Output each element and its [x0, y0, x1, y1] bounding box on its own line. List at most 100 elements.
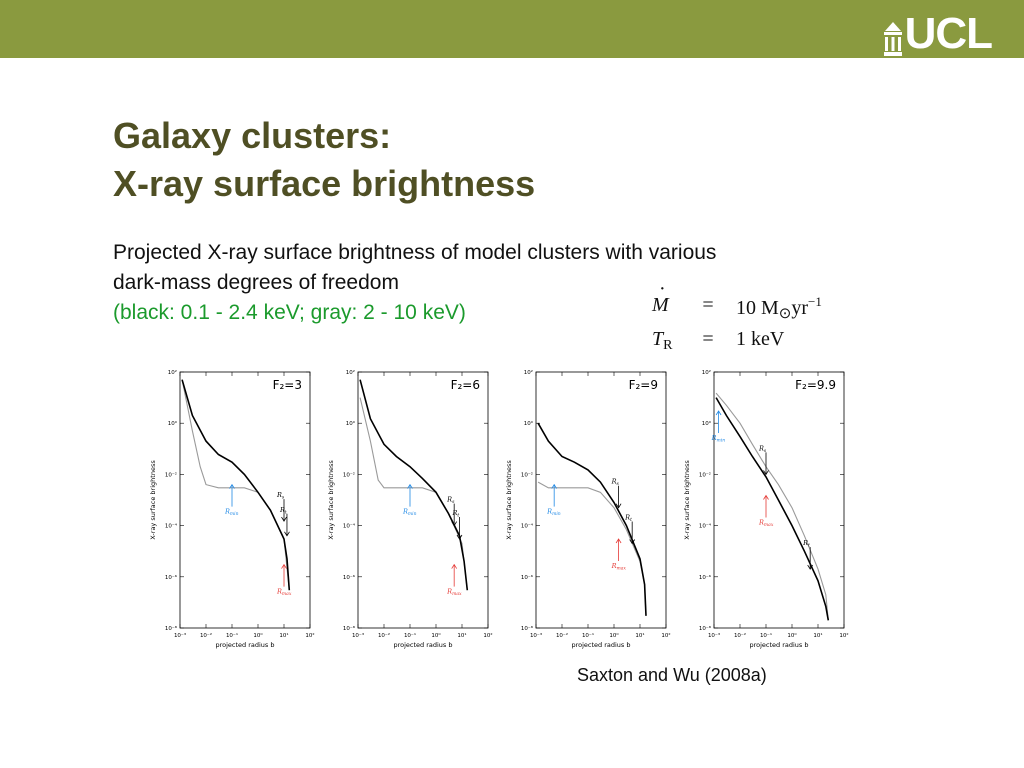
arrowhead-icon [715, 410, 722, 416]
x-tick-label: 10⁰ [609, 632, 619, 639]
x-tick-label: 10⁻² [200, 632, 212, 639]
y-tick-label: 10⁻⁶ [343, 574, 356, 581]
param-value: 1 keV [736, 328, 785, 350]
param-symbol: M [652, 278, 692, 317]
arrowhead-icon [281, 516, 287, 522]
arrowhead-icon [451, 521, 458, 527]
y-tick-label: 10⁻⁴ [165, 523, 178, 530]
series-black-line [537, 422, 647, 616]
y-tick-label: 10⁰ [346, 420, 356, 427]
panel-label: F₂=3 [273, 378, 302, 392]
plot-frame [535, 371, 667, 629]
y-tick-label: 10⁰ [524, 420, 534, 427]
arrowhead-icon [284, 531, 290, 537]
x-tick-label: 10⁻² [556, 632, 568, 639]
y-tick-label: 10⁻⁸ [699, 625, 712, 632]
y-tick-label: 10⁻⁴ [343, 523, 356, 530]
param-value: 10 M⊙yr−1 [736, 294, 822, 322]
series-black-line [181, 379, 291, 591]
param-symbol: TR [652, 328, 673, 353]
arrowhead-icon [456, 534, 463, 540]
series-black-line [359, 379, 469, 591]
param-equals: = [702, 328, 714, 350]
series-gray-line [359, 397, 468, 591]
series-gray-line [181, 379, 290, 591]
y-axis-label: X-ray surface brightness [327, 460, 335, 540]
x-axis-label: projected radius b [571, 641, 630, 649]
annotation-label-min: Rmin [711, 434, 726, 444]
x-tick-label: 10¹ [635, 632, 644, 639]
x-tick-label: 10⁻¹ [226, 632, 238, 639]
param-equals: = [702, 294, 714, 316]
x-axis-label: projected radius b [393, 641, 452, 649]
y-axis-label: X-ray surface brightness [505, 460, 513, 540]
x-tick-label: 10⁻² [378, 632, 390, 639]
x-tick-label: 10⁻¹ [404, 632, 416, 639]
arrowhead-icon [763, 494, 769, 500]
x-tick-label: 10⁻¹ [760, 632, 772, 639]
chart-panel-2: 10⁻³ 10⁻² 10⁻¹ 10⁰ 10¹ 10² 10² 10⁰ 10⁻² 10⁻⁴ 10⁻⁶ 1… [327, 369, 493, 649]
annotation-label-max: Rmax [611, 562, 627, 572]
annotation-label-max: Rmax [446, 588, 462, 598]
annotation-label-t: Rt [802, 539, 810, 549]
arrowhead-icon [807, 564, 814, 570]
arrowhead-icon [629, 539, 636, 545]
title-line-2: X-ray surface brightness [113, 163, 536, 204]
y-axis-label: X-ray surface brightness [149, 460, 157, 540]
arrowhead-icon [407, 483, 413, 489]
y-axis-label: X-ray surface brightness [683, 460, 691, 540]
arrowhead-icon [281, 563, 287, 569]
x-tick-label: 10² [305, 632, 314, 639]
x-tick-label: 10⁻³ [352, 632, 364, 639]
chart-panel-3: 10⁻³ 10⁻² 10⁻¹ 10⁰ 10¹ 10² 10² 10⁰ 10⁻² 10⁻⁴ 10⁻⁶ 1… [505, 369, 671, 649]
x-tick-label: 10⁻³ [708, 632, 720, 639]
description: Projected X-ray surface brightness of mo… [113, 238, 873, 328]
y-tick-label: 10⁻² [165, 471, 177, 478]
plot-frame [179, 371, 311, 629]
charts-figure: 10⁻³ 10⁻² 10⁻¹ 10⁰ 10¹ 10² 10² 10⁰ 10⁻² 10⁻⁴ 10⁻⁶ 1… [149, 369, 849, 649]
y-tick-label: 10⁻⁶ [165, 574, 178, 581]
y-tick-label: 10⁰ [168, 420, 178, 427]
x-tick-label: 10⁰ [431, 632, 441, 639]
annotation-label-s: Rs [276, 491, 285, 501]
chart-panel-1: 10⁻³ 10⁻² 10⁻¹ 10⁰ 10¹ 10² 10² 10⁰ 10⁻² 10⁻⁴ 10⁻⁶ 1… [149, 369, 315, 649]
portico-icon [883, 22, 902, 56]
x-tick-label: 10¹ [279, 632, 288, 639]
arrowhead-icon [763, 470, 769, 476]
title-line-1: Galaxy clusters: [113, 115, 392, 156]
header-bar: UCL [0, 0, 1024, 58]
x-tick-label: 10¹ [457, 632, 466, 639]
ucl-logo: UCL [883, 12, 993, 56]
panel-label: F₂=6 [451, 378, 480, 392]
panel-label: F₂=9.9 [795, 378, 836, 392]
panel-label: F₂=9 [629, 378, 658, 392]
annotation-label-min: Rmin [402, 508, 417, 518]
chart-panel-4: 10⁻³ 10⁻² 10⁻¹ 10⁰ 10¹ 10² 10² 10⁰ 10⁻² 10⁻⁴ 10⁻⁶ 1… [683, 369, 849, 649]
annotation-label-s: Rs [611, 478, 620, 488]
annotation-label-min: Rmin [224, 508, 239, 518]
arrowhead-icon [551, 483, 558, 489]
series-gray-line [715, 392, 829, 621]
x-tick-label: 10⁻³ [530, 632, 542, 639]
annotation-label-t: Rt [279, 506, 287, 515]
y-tick-label: 10⁻⁶ [521, 574, 534, 581]
y-tick-label: 10⁰ [702, 420, 712, 427]
y-tick-label: 10⁻⁴ [699, 523, 712, 530]
annotation-label-s: Rs [446, 496, 455, 506]
annotation-label-max: Rmax [758, 518, 774, 528]
x-tick-label: 10¹ [813, 632, 822, 639]
x-tick-label: 10⁻¹ [582, 632, 594, 639]
plot-frame [357, 371, 489, 629]
annotation-label-s: Rs [758, 444, 767, 454]
y-tick-label: 10² [524, 369, 533, 376]
annotation-label-min: Rmin [546, 508, 561, 518]
x-tick-label: 10⁰ [787, 632, 797, 639]
annotation-label-t: Rt [451, 509, 459, 519]
x-tick-label: 10² [839, 632, 848, 639]
y-tick-label: 10⁻⁸ [521, 625, 534, 632]
y-tick-label: 10⁻² [521, 471, 533, 478]
slide-title: Galaxy clusters: X-ray surface brightnes… [113, 112, 535, 208]
arrowhead-icon [615, 538, 622, 544]
y-tick-label: 10⁻² [699, 471, 711, 478]
y-tick-label: 10² [168, 369, 177, 376]
